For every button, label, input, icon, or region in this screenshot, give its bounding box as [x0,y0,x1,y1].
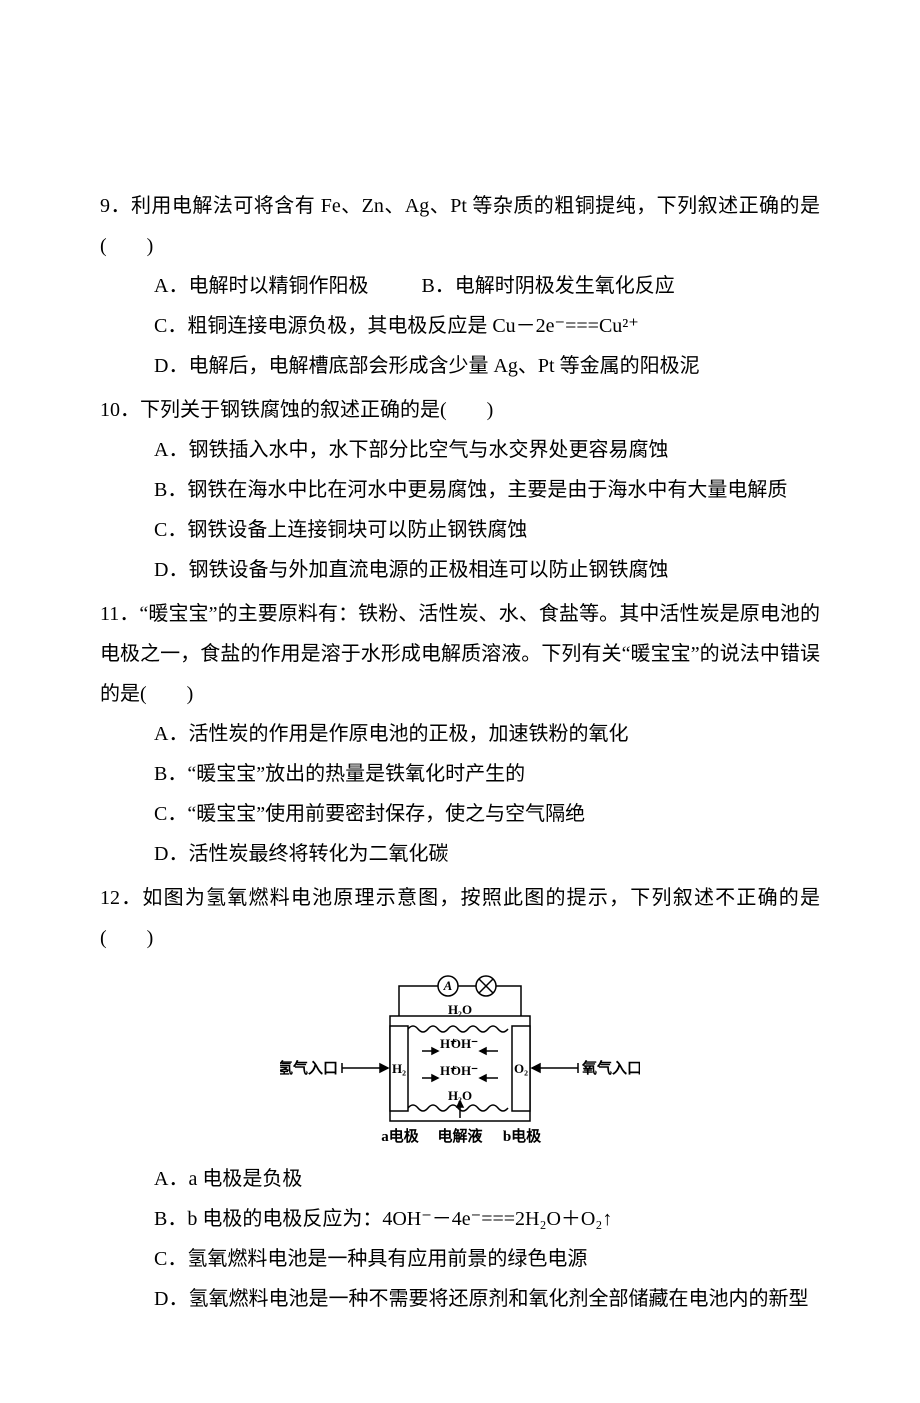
q9-option-a: A．电解时以精铜作阳极 [154,266,368,306]
question-10: 10．下列关于钢铁腐蚀的叙述正确的是( ) A．钢铁插入水中，水下部分比空气与水… [100,390,820,590]
ohminus-2: OH⁻ [451,1063,478,1078]
q9-option-b: B．电解时阴极发生氧化反应 [421,266,674,306]
o2-inlet-label: 氧气入口 O₂ [581,1059,640,1077]
q11-option-d: D．活性炭最终将转化为二氧化碳 [154,834,820,874]
fuel-cell-diagram: A H₂O H₂ O₂ H⁺ OH⁻ H⁺ OH⁻ H₂O 氢气入口 氧气入口 … [100,966,820,1155]
o2-label: O₂ [514,1061,528,1076]
h2o-bottom-label: H₂O [448,1088,472,1103]
question-12: 12．如图为氢氧燃料电池原理示意图，按照此图的提示，下列叙述不正确的是( ) [100,878,820,1319]
q11-option-a: A．活性炭的作用是作原电池的正极，加速铁粉的氧化 [154,714,820,754]
q10-stem: 10．下列关于钢铁腐蚀的叙述正确的是( ) [100,390,820,430]
q9-option-d: D．电解后，电解槽底部会形成含少量 Ag、Pt 等金属的阳极泥 [154,346,820,386]
question-9: 9．利用电解法可将含有 Fe、Zn、Ag、Pt 等杂质的粗铜提纯，下列叙述正确的… [100,186,820,386]
question-11: 11．“暖宝宝”的主要原料有：铁粉、活性炭、水、食盐等。其中活性炭是原电池的电极… [100,594,820,874]
q10-option-c: C．钢铁设备上连接铜块可以防止钢铁腐蚀 [154,510,820,550]
ammeter-label: A [443,978,453,993]
q9-stem: 9．利用电解法可将含有 Fe、Zn、Ag、Pt 等杂质的粗铜提纯，下列叙述正确的… [100,186,820,266]
q12-option-d: D．氢氧燃料电池是一种不需要将还原剂和氧化剂全部储藏在电池内的新型 [154,1279,820,1319]
q9-option-c: C．粗铜连接电源负极，其电极反应是 Cu－2e⁻===Cu²⁺ [154,306,820,346]
q12-option-c: C．氢氧燃料电池是一种具有应用前景的绿色电源 [154,1239,820,1279]
q12-options: A．a 电极是负极 B．b 电极的电极反应为：4OH⁻－4e⁻===2H₂O＋O… [100,1159,820,1319]
q10-option-d: D．钢铁设备与外加直流电源的正极相连可以防止钢铁腐蚀 [154,550,820,590]
q11-options: A．活性炭的作用是作原电池的正极，加速铁粉的氧化 B．“暖宝宝”放出的热量是铁氧… [100,714,820,874]
b-elec-label: b电极 [503,1127,542,1145]
q12-option-a: A．a 电极是负极 [154,1159,820,1199]
h2-label: H₂ [392,1061,406,1076]
h2o-top-label: H₂O [448,1002,472,1017]
q11-option-c: C．“暖宝宝”使用前要密封保存，使之与空气隔绝 [154,794,820,834]
fuel-cell-svg: A H₂O H₂ O₂ H⁺ OH⁻ H⁺ OH⁻ H₂O 氢气入口 氧气入口 … [280,966,640,1151]
q10-options: A．钢铁插入水中，水下部分比空气与水交界处更容易腐蚀 B．钢铁在海水中比在河水中… [100,430,820,590]
q9-options: A．电解时以精铜作阳极 B．电解时阴极发生氧化反应 C．粗铜连接电源负极，其电极… [100,266,820,386]
h2-inlet-label: 氢气入口 [280,1059,338,1077]
q11-option-b: B．“暖宝宝”放出的热量是铁氧化时产生的 [154,754,820,794]
q11-stem: 11．“暖宝宝”的主要原料有：铁粉、活性炭、水、食盐等。其中活性炭是原电池的电极… [100,594,820,714]
q10-option-b: B．钢铁在海水中比在河水中更易腐蚀，主要是由于海水中有大量电解质 [154,470,820,510]
exam-page: 9．利用电解法可将含有 Fe、Zn、Ag、Pt 等杂质的粗铜提纯，下列叙述正确的… [0,0,920,1403]
electrolyte-label: 电解液 [437,1127,483,1145]
q10-option-a: A．钢铁插入水中，水下部分比空气与水交界处更容易腐蚀 [154,430,820,470]
a-elec-label: a电极 [381,1127,420,1145]
ohminus-1: OH⁻ [451,1036,478,1051]
q12-option-b: B．b 电极的电极反应为：4OH⁻－4e⁻===2H₂O＋O₂↑ [154,1199,820,1239]
q12-stem: 12．如图为氢氧燃料电池原理示意图，按照此图的提示，下列叙述不正确的是( ) [100,878,820,958]
